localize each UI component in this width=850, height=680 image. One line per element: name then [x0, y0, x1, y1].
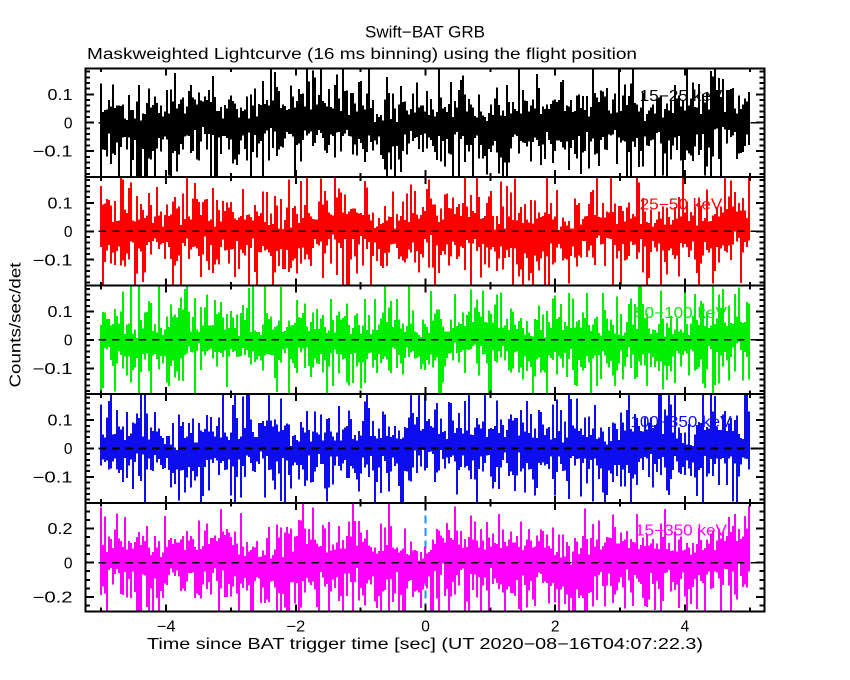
svg-text:25−50 keV: 25−50 keV: [640, 197, 724, 214]
svg-text:2: 2: [551, 619, 560, 636]
svg-text:−2: −2: [286, 619, 305, 636]
svg-text:Counts/sec/det: Counts/sec/det: [8, 262, 25, 388]
svg-text:0: 0: [64, 333, 73, 350]
svg-text:0: 0: [64, 115, 73, 132]
svg-text:0.1: 0.1: [48, 304, 73, 321]
svg-text:−0.1: −0.1: [33, 361, 73, 378]
svg-text:−0.1: −0.1: [33, 144, 73, 161]
svg-text:0: 0: [64, 224, 73, 241]
svg-text:−0.1: −0.1: [33, 252, 73, 269]
svg-text:Swift−BAT GRB: Swift−BAT GRB: [365, 24, 485, 42]
svg-text:50−100 keV: 50−100 keV: [635, 305, 728, 322]
svg-text:0: 0: [64, 441, 73, 458]
svg-text:0: 0: [64, 555, 73, 572]
svg-text:−4: −4: [157, 619, 176, 636]
svg-text:0: 0: [421, 619, 430, 636]
svg-text:−0.2: −0.2: [33, 589, 73, 606]
svg-text:−0.1: −0.1: [33, 470, 73, 487]
svg-text:0.1: 0.1: [48, 196, 73, 213]
svg-text:4: 4: [681, 619, 690, 636]
svg-text:15−25 keV: 15−25 keV: [640, 88, 724, 105]
svg-text:100−350 keV: 100−350 keV: [630, 414, 732, 431]
svg-text:0.1: 0.1: [48, 87, 73, 104]
svg-text:Maskweighted Lightcurve (16 ms: Maskweighted Lightcurve (16 ms binning) …: [87, 46, 637, 63]
svg-text:Time since BAT trigger time [s: Time since BAT trigger time [sec] (UT 20…: [147, 636, 703, 653]
svg-text:0.2: 0.2: [48, 521, 73, 538]
svg-text:0.1: 0.1: [48, 413, 73, 430]
svg-text:15−350 keV: 15−350 keV: [635, 522, 728, 539]
